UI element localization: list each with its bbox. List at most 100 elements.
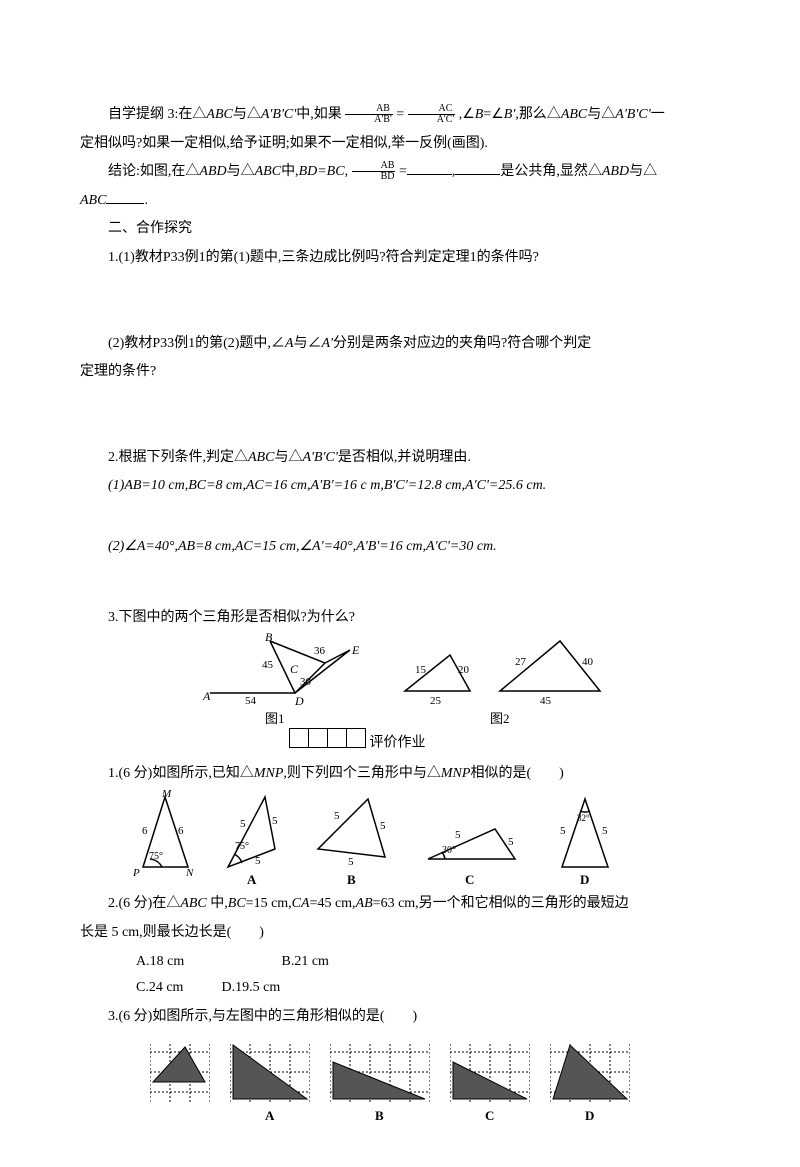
t: A'B'C' (261, 107, 296, 122)
lbl: 5 (272, 815, 278, 827)
lbl: 30 (300, 676, 312, 688)
t: 评价作业 (370, 736, 426, 751)
eval-q1-figure: M P N 6 6 75° 5 5 5 75° A 5 5 5 (130, 789, 720, 889)
t: 结论:如图,在△ (108, 164, 199, 179)
lbl: 5 (348, 856, 354, 868)
t: 与∠ (294, 336, 322, 351)
t: 一 (651, 107, 665, 122)
lbl: 5 (455, 829, 461, 841)
t: ABC (180, 896, 206, 911)
blank (106, 189, 144, 204)
t: 1.(1)教材P33例1的第(1)题中,三条边成比例吗?符合判定定理1的条件吗? (108, 250, 539, 265)
t: 与△ (227, 164, 255, 179)
lbl: 5 (240, 818, 246, 830)
lbl: 27 (515, 656, 527, 668)
caption: 图1 (265, 711, 285, 726)
q2: 2.根据下列条件,判定△ABC与△A'B'C'是否相似,并说明理由. (80, 445, 720, 472)
lbl: 25 (430, 695, 442, 707)
lbl: B (347, 872, 356, 887)
lbl: M (161, 789, 172, 800)
t: CA (292, 896, 310, 911)
q2-1: (1)AB=10 cm,BC=8 cm,AC=16 cm,A'B'=16 c m… (80, 473, 720, 500)
lbl: E (351, 643, 360, 657)
lbl: A (247, 872, 257, 887)
lbl: D (585, 1108, 594, 1123)
t: 3.下图中的两个三角形是否相似?为什么? (108, 610, 355, 625)
lbl: 5 (334, 810, 340, 822)
lbl: N (185, 867, 194, 879)
t: 与△ (274, 450, 302, 465)
t: ABC (255, 164, 281, 179)
lbl: D (580, 872, 589, 887)
q1-2: (2)教材P33例1的第(2)题中,∠A与∠A'分别是两条对应边的夹角吗?符合哪… (80, 331, 720, 358)
t: (2)教材P33例1的第(2)题中,∠ (108, 336, 285, 351)
blank (455, 160, 500, 175)
lbl: 54 (245, 695, 257, 707)
opt: C.24 cm (108, 975, 218, 1002)
t: ABD (199, 164, 226, 179)
t: =63 cm,另一个和它相似的三角形的最短边 (373, 896, 629, 911)
t: 与△ (629, 164, 657, 179)
lbl: P (132, 867, 140, 879)
para: 定相似吗?如果一定相似,给予证明;如果不一定相似,举一反例(画图). (80, 131, 720, 158)
t: ,∠ (459, 107, 475, 122)
lbl: 5 (255, 855, 261, 867)
t: 与△ (587, 107, 615, 122)
grid-triangles: A B C D (150, 1032, 650, 1127)
figures-1-2: A B C D E 45 36 54 30 15 20 25 27 40 45 … (200, 633, 620, 728)
eval-q1: 1.(6 分)如图所示,已知△MNP,则下列四个三角形中与△MNP相似的是( ) (80, 761, 720, 788)
fraction: ACA'C' (408, 104, 456, 125)
t: 自学提纲 3:在△ (108, 107, 206, 122)
eval-q3: 3.(6 分)如图所示,与左图中的三角形相似的是( ) (80, 1004, 720, 1031)
t: A (285, 336, 294, 351)
lbl: 32° (577, 813, 590, 823)
t: ABC (206, 107, 232, 122)
t: A' (322, 336, 334, 351)
eval-row: 评价作业 (290, 728, 720, 759)
para: ABC. (80, 188, 720, 215)
caption: 图2 (490, 711, 510, 726)
eval-q3-figure: A B C D (150, 1032, 720, 1127)
t: = (399, 164, 407, 179)
t: 中, (281, 164, 299, 179)
answer-boxes (290, 728, 366, 759)
opt: A.18 cm (108, 949, 278, 976)
q3: 3.下图中的两个三角形是否相似?为什么? (80, 605, 720, 632)
den: BD (352, 172, 396, 182)
t: , (345, 164, 349, 179)
t: MNP (441, 766, 471, 781)
t: 2.(6 分)在△ (108, 896, 180, 911)
options: A.18 cm B.21 cm (80, 949, 720, 976)
opt: D.19.5 cm (222, 980, 281, 995)
t: ,则下列四个三角形中与△ (283, 766, 441, 781)
lbl: 30° (442, 845, 456, 856)
lbl: C (465, 872, 474, 887)
lbl: 5 (560, 825, 566, 837)
t: . (144, 193, 148, 208)
t: 中, (207, 896, 228, 911)
lbl: A (265, 1108, 275, 1123)
t: 分别是两条对应边的夹角吗?符合哪个判定 (333, 336, 591, 351)
den: A'C' (408, 115, 456, 125)
lbl: 20 (458, 664, 470, 676)
para: 长是 5 cm,则最长边长是( ) (80, 920, 720, 947)
den: A'B' (345, 115, 393, 125)
section-title: 二、合作探究 (80, 216, 720, 243)
t: 二、合作探究 (108, 221, 192, 236)
t: 中,如果 (296, 107, 342, 122)
lbl: 40 (582, 656, 594, 668)
t: ,那么△ (515, 107, 561, 122)
q2-2: (2)∠A=40°,AB=8 cm,AC=15 cm,∠A'=40°,A'B'=… (80, 534, 720, 561)
lbl: 45 (262, 659, 274, 671)
fraction: ABBD (352, 161, 396, 182)
lbl: 75° (149, 851, 163, 862)
lbl: C (485, 1108, 494, 1123)
t: 相似的是( ) (470, 766, 563, 781)
t: B' (504, 107, 516, 122)
lbl: C (290, 662, 299, 676)
t: A'B'C' (302, 450, 337, 465)
lbl: 6 (142, 825, 148, 837)
t: MNP (254, 766, 284, 781)
lbl: 5 (508, 836, 514, 848)
lbl: 36 (314, 645, 326, 657)
